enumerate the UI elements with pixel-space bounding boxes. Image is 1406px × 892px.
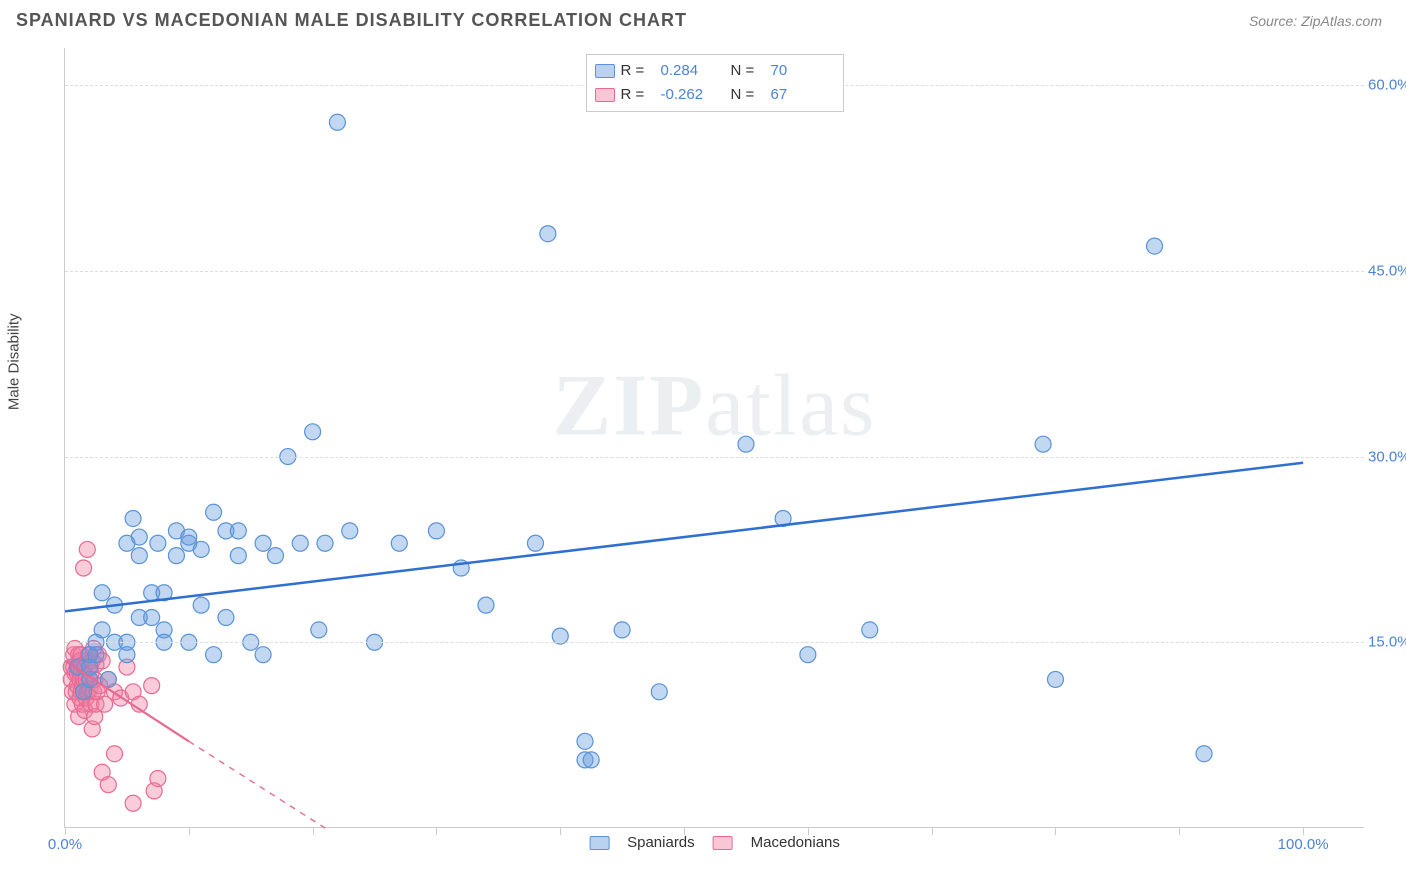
n-value: 67 [771,83,835,107]
gridline [65,271,1364,272]
y-tick-label: 30.0% [1368,448,1406,465]
swatch-icon [589,836,609,850]
y-tick-label: 15.0% [1368,634,1406,651]
x-tick [1055,827,1056,835]
data-point [131,548,147,564]
data-point [478,597,494,613]
swatch-icon [595,88,615,102]
data-point [100,777,116,793]
chart-title: SPANIARD VS MACEDONIAN MALE DISABILITY C… [16,10,687,31]
legend-label-macedonians: Macedonians [751,834,840,851]
n-value: 70 [771,59,835,83]
data-point [255,647,271,663]
data-point [527,535,543,551]
stats-legend: R = 0.284 N = 70 R = -0.262 N = 67 [586,54,844,112]
data-point [342,523,358,539]
scatter-svg [65,48,1364,827]
x-tick [313,827,314,835]
x-tick-label: 100.0% [1278,836,1329,853]
data-point [1047,671,1063,687]
data-point [391,535,407,551]
data-point [150,770,166,786]
series-legend: Spaniards Macedonians [589,834,840,851]
data-point [267,548,283,564]
plot-area: ZIPatlas R = 0.284 N = 70 R = -0.262 N =… [64,48,1364,828]
swatch-icon [595,64,615,78]
data-point [193,541,209,557]
swatch-icon [713,836,733,850]
data-point [317,535,333,551]
r-value: -0.262 [661,83,725,107]
data-point [107,746,123,762]
data-point [255,535,271,551]
data-point [218,610,234,626]
data-point [119,647,135,663]
x-tick-label: 0.0% [48,836,82,853]
stats-row-spaniards: R = 0.284 N = 70 [595,59,835,83]
source-attribution: Source: ZipAtlas.com [1249,13,1382,29]
x-tick [436,827,437,835]
r-value: 0.284 [661,59,725,83]
data-point [651,684,667,700]
data-point [1035,436,1051,452]
data-point [125,795,141,811]
data-point [144,610,160,626]
data-point [583,752,599,768]
data-point [206,647,222,663]
gridline [65,642,1364,643]
gridline [65,457,1364,458]
r-label: R = [621,59,655,83]
data-point [311,622,327,638]
data-point [76,560,92,576]
x-tick [932,827,933,835]
data-point [329,114,345,130]
data-point [614,622,630,638]
data-point [206,504,222,520]
data-point [577,733,593,749]
y-axis-label: Male Disability [6,313,23,410]
data-point [181,529,197,545]
y-tick-label: 45.0% [1368,262,1406,279]
data-point [168,548,184,564]
trend-line-macedonians-dashed [189,741,325,828]
data-point [125,510,141,526]
data-point [540,226,556,242]
y-tick-label: 60.0% [1368,77,1406,94]
n-label: N = [731,83,765,107]
x-tick [808,827,809,835]
data-point [292,535,308,551]
data-point [800,647,816,663]
data-point [1147,238,1163,254]
data-point [230,523,246,539]
data-point [428,523,444,539]
data-point [94,585,110,601]
legend-label-spaniards: Spaniards [627,834,695,851]
data-point [131,529,147,545]
x-tick [1303,827,1304,835]
data-point [230,548,246,564]
data-point [305,424,321,440]
data-point [94,622,110,638]
data-point [193,597,209,613]
data-point [862,622,878,638]
data-point [1196,746,1212,762]
data-point [150,535,166,551]
r-label: R = [621,83,655,107]
stats-row-macedonians: R = -0.262 N = 67 [595,83,835,107]
n-label: N = [731,59,765,83]
x-tick [1179,827,1180,835]
x-tick [65,827,66,835]
trend-line-spaniards [65,463,1303,612]
data-point [144,678,160,694]
x-tick [684,827,685,835]
data-point [738,436,754,452]
x-tick [189,827,190,835]
chart-container: Male Disability ZIPatlas R = 0.284 N = 7… [50,48,1390,852]
data-point [79,541,95,557]
x-tick [560,827,561,835]
